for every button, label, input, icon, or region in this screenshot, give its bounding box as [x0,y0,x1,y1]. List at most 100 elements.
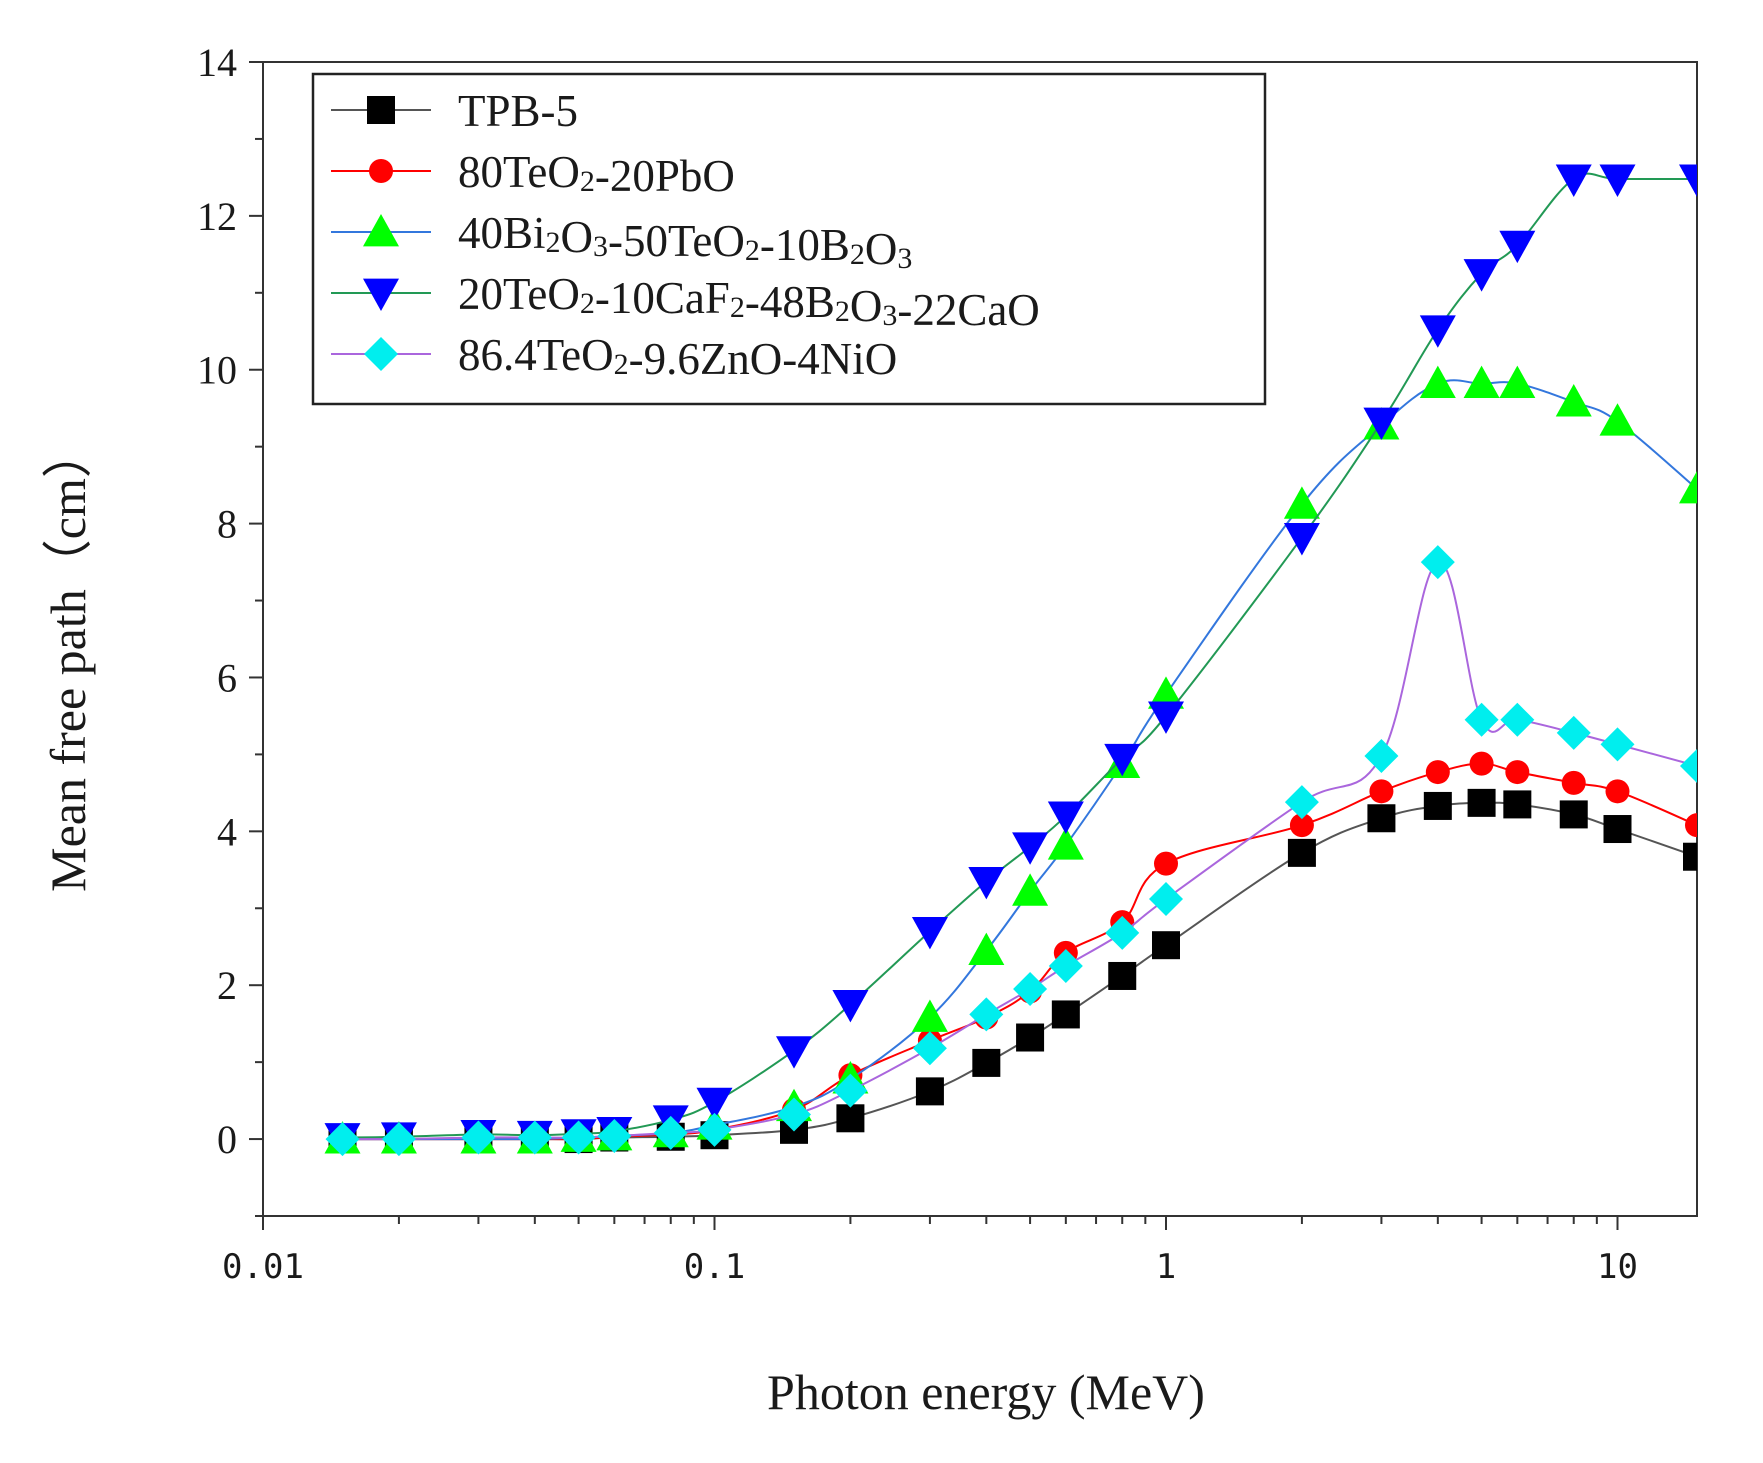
x-tick-label: 0.1 [684,1247,745,1287]
legend-label: TPB-5 [458,86,578,136]
data-point [1289,813,1314,838]
legend-text: -20PbO [595,151,735,201]
data-point [968,932,1005,965]
data-point [1105,915,1140,950]
data-point [1423,791,1452,820]
legend-text: O [850,281,883,331]
data-point [1367,804,1396,833]
data-point [972,1048,1001,1077]
legend-entry: 80TeO2-20PbO [331,147,735,201]
legend-subscript: 2 [614,348,629,381]
data-point [1147,676,1184,709]
data-point [461,1120,496,1155]
data-point [561,1120,596,1155]
data-point [1104,743,1141,777]
data-point [1153,851,1178,876]
data-point [836,1104,865,1133]
data-point [1048,948,1083,983]
y-tick-label: 10 [197,348,237,393]
series-line [342,801,1697,1141]
x-axis-title: Photon energy (MeV) [767,1364,1205,1420]
data-point [597,1118,632,1153]
legend-text: -10B [760,220,850,270]
axes: 0 2 4 6 8 10 12 14 0.01 0.1 1 10 [197,40,1698,1287]
data-point [1287,838,1316,867]
legend-text: 86.4TeO [458,330,614,380]
legend-text: 80TeO [458,147,580,197]
data-point [969,997,1004,1032]
data-point [1500,702,1535,737]
legend-subscript: 2 [745,234,760,267]
series-1 [330,751,1697,1152]
data-point [1463,365,1500,398]
data-point [697,1112,732,1147]
data-point [1679,164,1697,197]
data-point [1599,164,1636,197]
data-point [1283,523,1320,556]
data-point [1555,164,1592,197]
legend-marker [369,159,393,183]
data-point [517,1120,552,1155]
data-point [1603,815,1632,844]
data-point [1685,813,1697,838]
legend-subscript: 3 [593,230,608,263]
data-point [1425,760,1450,785]
data-point [1051,1000,1080,1029]
legend-text: TPB-5 [458,86,578,136]
legend-subscript: 2 [730,291,745,324]
y-tick-label: 14 [197,40,237,85]
data-point [653,1115,688,1150]
data-point [325,1122,360,1157]
data-point [1012,832,1049,865]
data-point [915,1077,944,1106]
legend-subscript: 2 [850,238,865,271]
data-point [1559,800,1588,829]
data-point [1680,748,1697,783]
data-point [1148,882,1183,917]
y-tick-label: 6 [217,655,237,700]
legend-label: 20TeO2-10CaF2-48B2O3-22CaO [458,269,1040,335]
data-point [1464,702,1499,737]
legend-text: -10CaF [595,273,730,323]
data-point [912,1031,947,1066]
data-point [1047,827,1084,860]
y-axis-title: Mean free path（cm） [40,428,96,892]
legend-text: O [561,212,594,262]
data-point [1012,873,1049,906]
data-point [1147,701,1184,734]
data-point [1505,760,1530,785]
legend-subscript: 3 [882,299,897,332]
data-point [911,916,948,950]
legend-subscript: 2 [835,295,850,328]
data-point [381,1122,416,1157]
data-point [1600,727,1635,762]
y-tick-label: 8 [217,502,237,547]
legend-label: 40Bi2O3-50TeO2-10B2O3 [458,208,912,275]
legend-label: 80TeO2-20PbO [458,147,735,201]
data-point [1556,715,1591,750]
data-point [1561,770,1586,795]
data-point [1605,779,1630,804]
data-point [1151,931,1180,960]
y-tick-label: 2 [217,963,237,1008]
data-point [1013,972,1048,1007]
data-point [1463,259,1500,292]
legend-text: 20TeO [458,269,580,319]
data-point [1503,790,1532,819]
data-point [833,1073,868,1108]
legend-marker [364,337,398,371]
data-point [1469,751,1494,776]
data-point [1284,785,1319,820]
legend-subscript: 3 [897,242,912,275]
data-point [1420,545,1455,580]
legend-subscript: 2 [580,165,595,198]
legend: TPB-580TeO2-20PbO40Bi2O3-50TeO2-10B2O320… [311,72,1267,406]
data-point [777,1097,812,1132]
data-point [1016,1023,1045,1052]
data-point [776,1036,813,1069]
data-point [1047,801,1084,834]
legend-marker [367,96,395,124]
plot-area [324,164,1697,1157]
